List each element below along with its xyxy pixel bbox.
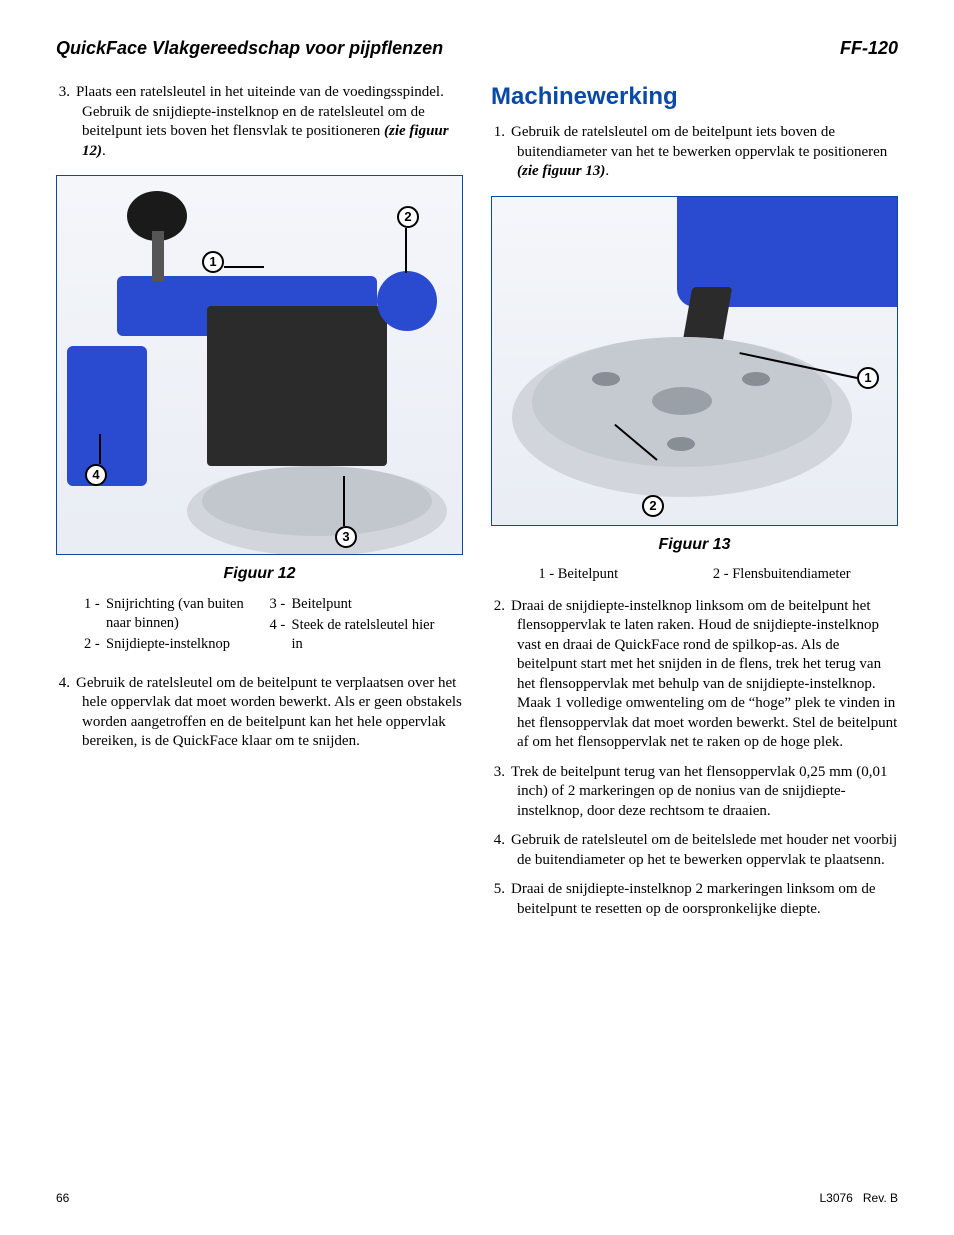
header-title-right: FF-120	[840, 38, 898, 59]
page-footer: 66 L3076 Rev. B	[56, 1191, 898, 1205]
legend-col-right: 3 -Beitelpunt 4 -Steek de ratelsleutel h…	[270, 595, 436, 656]
page-header: QuickFace Vlakgereedschap voor pijpflenz…	[56, 38, 898, 59]
step-tail: .	[102, 143, 106, 159]
callout-4: 4	[85, 464, 107, 486]
section-heading: Machinewerking	[491, 83, 898, 111]
legend-item-1: 1 - Beitelpunt	[538, 566, 618, 583]
step-number: 1.	[491, 123, 511, 143]
figure-13-legend: 1 - Beitelpunt 2 - Flensbuitendiameter	[491, 566, 898, 583]
step-text: Draai de snijdiepte-instelknop 2 markeri…	[511, 881, 876, 917]
step-text: Trek de beitelpunt terug van het flensop…	[511, 764, 887, 819]
right-step-1: 1.Gebruik de ratelsleutel om de beitelpu…	[517, 123, 898, 182]
callout-3: 3	[335, 526, 357, 548]
step-number: 4.	[491, 831, 511, 851]
left-column: 3.Plaats een ratelsleutel in het uiteind…	[56, 83, 463, 929]
footer-page-number: 66	[56, 1191, 69, 1205]
left-step-4: 4.Gebruik de ratelsleutel om de beitelpu…	[82, 674, 463, 752]
step-text: Gebruik de ratelsleutel om de beitelpunt…	[76, 675, 462, 750]
footer-doc-info: L3076 Rev. B	[819, 1191, 898, 1205]
figure-12-image: 1 2 3 4	[56, 175, 463, 555]
step-number: 2.	[491, 597, 511, 617]
left-step-3: 3.Plaats een ratelsleutel in het uiteind…	[82, 83, 463, 161]
callout-1: 1	[857, 367, 879, 389]
figure-13-image: 1 2	[491, 196, 898, 526]
step-text: Draai de snijdiepte-instelknop linksom o…	[511, 598, 897, 751]
header-title-left: QuickFace Vlakgereedschap voor pijpflenz…	[56, 38, 443, 59]
step-tail: .	[605, 163, 609, 179]
figure-13-caption: Figuur 13	[491, 536, 898, 554]
step-text: Gebruik de ratelsleutel om de beitelpunt…	[511, 124, 887, 160]
figure-12-legend: 1 -Snijrichting (van buiten naar binnen)…	[84, 595, 435, 656]
callout-2: 2	[397, 206, 419, 228]
legend-item-2: 2 - Flensbuitendiameter	[713, 566, 851, 583]
right-column: Machinewerking 1.Gebruik de ratelsleutel…	[491, 83, 898, 929]
legend-col-left: 1 -Snijrichting (van buiten naar binnen)…	[84, 595, 250, 656]
right-step-2: 2.Draai de snijdiepte-instelknop linksom…	[517, 597, 898, 753]
step-number: 3.	[56, 83, 76, 103]
content-columns: 3.Plaats een ratelsleutel in het uiteind…	[56, 83, 898, 929]
callout-2: 2	[642, 495, 664, 517]
step-text: Gebruik de ratelsleutel om de beitelsled…	[511, 832, 897, 868]
callout-1: 1	[202, 251, 224, 273]
step-ref: (zie figuur 13)	[517, 163, 605, 179]
step-number: 4.	[56, 674, 76, 694]
right-step-4: 4.Gebruik de ratelsleutel om de beitelsl…	[517, 831, 898, 870]
step-number: 3.	[491, 763, 511, 783]
figure-12-caption: Figuur 12	[56, 565, 463, 583]
right-step-3: 3.Trek de beitelpunt terug van het flens…	[517, 763, 898, 822]
right-step-5: 5.Draai de snijdiepte-instelknop 2 marke…	[517, 880, 898, 919]
step-number: 5.	[491, 880, 511, 900]
